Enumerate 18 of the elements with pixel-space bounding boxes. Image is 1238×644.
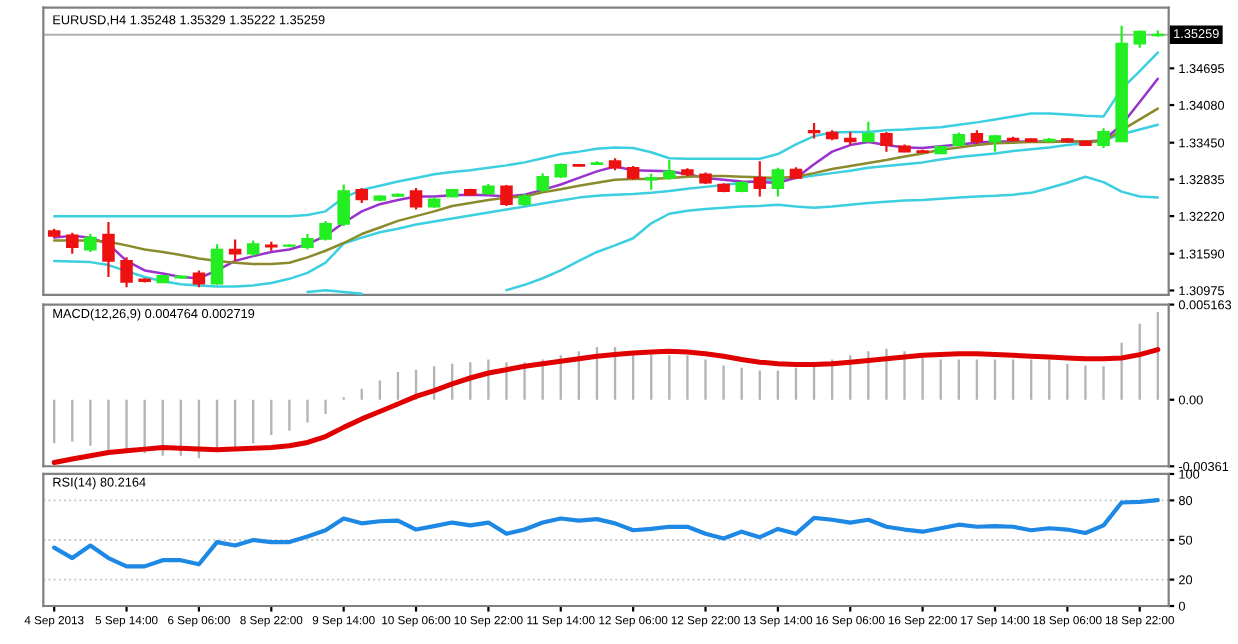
line-series	[51, 347, 1161, 466]
line-series	[52, 498, 1160, 569]
candlestick	[771, 166, 785, 198]
candlestick	[753, 160, 767, 198]
candlestick	[500, 183, 513, 208]
candlestick	[409, 186, 423, 211]
candlestick	[880, 130, 893, 153]
line-series	[52, 123, 1160, 288]
candlestick	[337, 183, 350, 228]
candlestick	[120, 256, 133, 289]
candlestick	[319, 219, 332, 242]
candlestick	[210, 243, 224, 286]
candlestick	[102, 220, 115, 279]
candlestick	[66, 231, 79, 255]
candlestick	[663, 158, 676, 181]
candlestick	[228, 238, 242, 263]
candlestick	[536, 172, 549, 193]
candlestick	[1097, 127, 1110, 150]
